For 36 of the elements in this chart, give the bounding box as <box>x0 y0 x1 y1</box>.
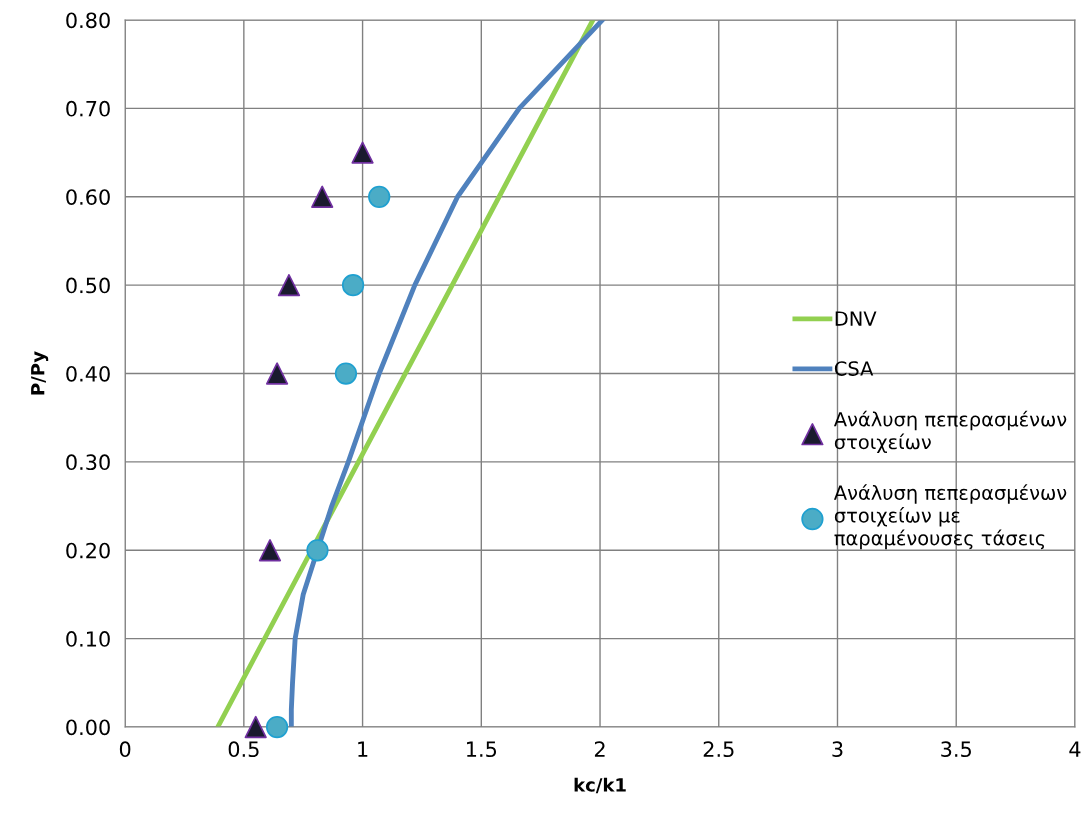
y-tick-label: 0.20 <box>66 542 110 559</box>
legend-label: Ανάλυση πεπερασμένων στοιχείων με παραμένουσες τάσεις <box>833 484 1067 550</box>
x-tick-label: 0.5 <box>228 741 259 758</box>
point <box>258 539 282 562</box>
x-tick-label: 2 <box>594 741 605 757</box>
y-axis-title: P/Py <box>31 351 49 395</box>
x-tick-label: 0 <box>119 741 131 758</box>
legend-label: DNV <box>835 311 877 326</box>
point <box>244 715 267 739</box>
y-tick-label: 0.30 <box>66 454 110 471</box>
x-tick-label: 3 <box>832 741 843 758</box>
x-tick-label: 2.5 <box>703 741 734 758</box>
x-tick-label: 1 <box>358 741 368 757</box>
point <box>351 141 374 164</box>
y-tick-label: 0.40 <box>66 365 110 382</box>
y-tick-label: 0.80 <box>66 12 110 29</box>
legend-label: Ανάλυση πεπερασμένων στοιχείων <box>833 410 1067 454</box>
line-series <box>288 20 605 728</box>
y-tick-label: 0.70 <box>66 100 110 117</box>
point <box>368 185 391 208</box>
legend-label: CSA <box>834 361 874 376</box>
y-tick-label: 0.10 <box>66 631 110 647</box>
point <box>277 274 301 297</box>
point <box>265 362 289 385</box>
point <box>311 185 334 208</box>
y-tick-label: 0.60 <box>66 189 110 205</box>
point <box>341 274 365 297</box>
x-tick-label: 3.5 <box>941 741 971 758</box>
x-axis-title: kc/k1 <box>574 777 626 794</box>
point <box>334 362 358 385</box>
x-tick-label: 4 <box>1069 741 1081 757</box>
point <box>306 539 329 562</box>
y-tick-label: 0.50 <box>66 277 110 294</box>
x-tick-label: 1.5 <box>467 741 497 758</box>
y-tick-label: 0.00 <box>66 719 110 736</box>
point <box>265 715 289 739</box>
